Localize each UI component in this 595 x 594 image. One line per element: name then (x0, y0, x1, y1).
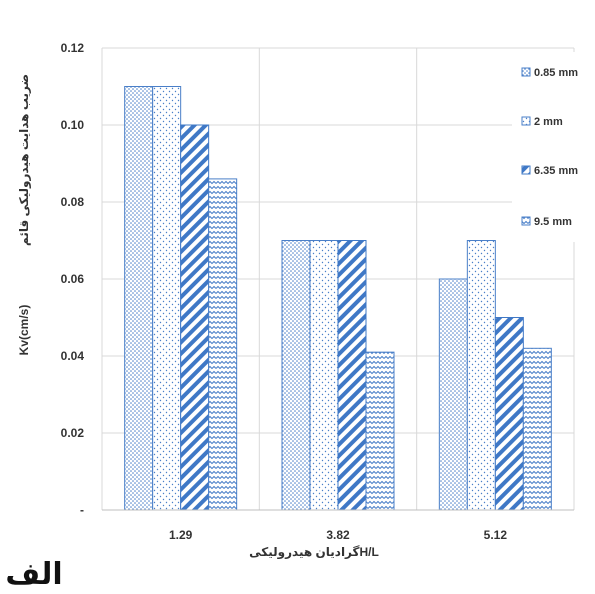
legend-box (512, 52, 582, 242)
legend: 0.85 mm 2 mm 6.35 mm 9.5 mm (512, 52, 582, 242)
legend-swatch (521, 67, 531, 77)
y-axis-title: Kv(cm/s) (17, 305, 31, 356)
bar-6-35-mm-1.29 (180, 124, 210, 511)
x-tick-label: 5.12 (484, 528, 508, 542)
legend-label: 2 mm (534, 116, 563, 128)
bars (124, 86, 552, 511)
bar-6-35-mm-5.12 (494, 317, 524, 511)
legend-swatch (521, 116, 531, 126)
bar-2-mm-3.82 (309, 240, 339, 511)
y-tick-label: 0.12 (61, 41, 85, 55)
legend-label: 0.85 mm (534, 67, 578, 79)
axes: - 0.02 0.04 0.06 0.08 0.10 0.12 1.29 3.82 5.12 (61, 41, 574, 542)
legend-swatch (521, 216, 531, 226)
y-axis-title-persian: ضریب هدایت هیدرولیکی قائم (17, 74, 32, 246)
bar-0-85-mm-5.12 (438, 278, 468, 511)
legend-label: 9.5 mm (534, 216, 572, 228)
x-tick-label: 1.29 (169, 528, 193, 542)
x-axis-title: گرادیان هیدرولیکیH/L (249, 545, 379, 560)
legend-label: 6.35 mm (534, 165, 578, 177)
y-tick-label: 0.10 (61, 118, 85, 132)
bar-9-5-mm-5.12 (522, 347, 552, 511)
y-tick-label: - (80, 503, 84, 517)
legend-swatch (521, 165, 531, 175)
bar-9-5-mm-3.82 (365, 351, 395, 511)
y-tick-label: 0.04 (61, 349, 85, 363)
y-tick-label: 0.02 (61, 426, 85, 440)
bar-2-mm-5.12 (466, 240, 496, 511)
bar-6-35-mm-3.82 (337, 240, 367, 511)
y-tick-label: 0.08 (61, 195, 85, 209)
bar-2-mm-1.29 (152, 86, 182, 511)
y-tick-label: 0.06 (61, 272, 85, 286)
figure-caption: الف (5, 558, 62, 589)
bar-0-85-mm-1.29 (124, 86, 154, 511)
x-tick-label: 3.82 (326, 528, 350, 542)
bar-0-85-mm-3.82 (281, 240, 311, 511)
bar-9-5-mm-1.29 (208, 178, 238, 511)
